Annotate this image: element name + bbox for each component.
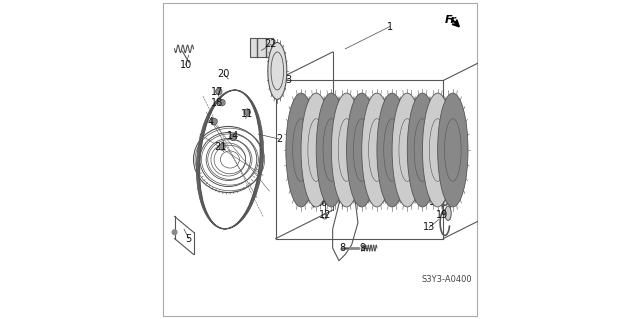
Ellipse shape bbox=[431, 120, 449, 180]
Text: 12: 12 bbox=[319, 210, 331, 220]
Circle shape bbox=[231, 135, 236, 140]
Text: 4: 4 bbox=[208, 116, 214, 127]
Text: 1: 1 bbox=[387, 22, 392, 32]
Text: 7: 7 bbox=[340, 192, 347, 203]
Text: 2: 2 bbox=[276, 134, 282, 144]
Ellipse shape bbox=[392, 93, 422, 207]
Text: 22: 22 bbox=[265, 39, 277, 49]
Text: 14: 14 bbox=[227, 131, 239, 141]
Text: 13: 13 bbox=[423, 182, 435, 191]
Ellipse shape bbox=[407, 93, 438, 207]
Circle shape bbox=[172, 230, 177, 235]
Bar bbox=[250, 38, 273, 57]
Text: Fr.: Fr. bbox=[445, 15, 460, 26]
Text: 8: 8 bbox=[339, 243, 345, 253]
Ellipse shape bbox=[301, 93, 332, 207]
Text: 16: 16 bbox=[316, 198, 328, 208]
Text: 19: 19 bbox=[436, 210, 448, 220]
Text: 10: 10 bbox=[179, 60, 192, 70]
Text: 21: 21 bbox=[214, 142, 227, 152]
Text: 20: 20 bbox=[218, 69, 230, 79]
Ellipse shape bbox=[332, 93, 362, 207]
Ellipse shape bbox=[377, 93, 407, 207]
Ellipse shape bbox=[286, 93, 316, 207]
Circle shape bbox=[216, 89, 221, 94]
Ellipse shape bbox=[445, 206, 451, 220]
Ellipse shape bbox=[362, 93, 392, 207]
Text: 11: 11 bbox=[241, 109, 253, 119]
Text: 17: 17 bbox=[211, 86, 223, 97]
Circle shape bbox=[245, 110, 250, 114]
Circle shape bbox=[220, 100, 224, 105]
Text: 9: 9 bbox=[360, 243, 365, 253]
Ellipse shape bbox=[438, 93, 468, 207]
Text: 13: 13 bbox=[423, 222, 435, 233]
Circle shape bbox=[220, 145, 224, 149]
Ellipse shape bbox=[347, 93, 377, 207]
Circle shape bbox=[212, 119, 216, 124]
Text: S3Y3-A0400: S3Y3-A0400 bbox=[421, 275, 472, 284]
Text: 5: 5 bbox=[186, 234, 192, 243]
Ellipse shape bbox=[268, 42, 287, 100]
Ellipse shape bbox=[422, 93, 453, 207]
Text: 6: 6 bbox=[309, 186, 315, 196]
Text: 18: 18 bbox=[211, 98, 223, 108]
Text: 3: 3 bbox=[285, 76, 291, 85]
Ellipse shape bbox=[316, 93, 347, 207]
Text: 15: 15 bbox=[429, 197, 442, 207]
